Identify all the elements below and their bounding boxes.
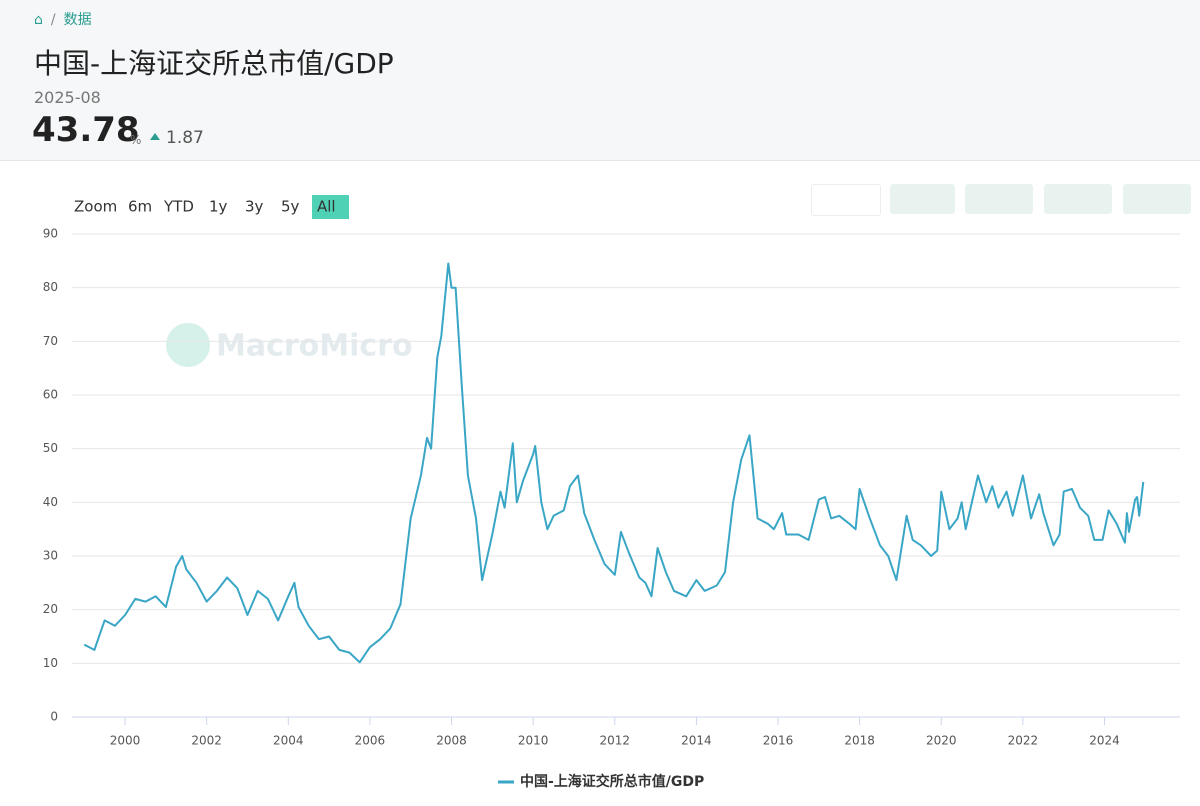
y-tick-label: 60: [43, 388, 58, 402]
home-icon[interactable]: ⌂: [34, 12, 43, 28]
value-unit: %: [130, 133, 142, 147]
x-tick-label: 2006: [355, 734, 386, 748]
chart: MacroMicro Zoom 6m YTD 1y 3y 5y All 0 10 20 30 40 50…: [43, 195, 1180, 790]
expand-button[interactable]: [1123, 184, 1191, 214]
y-tick-label: 20: [43, 602, 58, 616]
range-button[interactable]: 1y: [209, 198, 228, 216]
x-tick-label: 2000: [110, 734, 141, 748]
zoom-label: Zoom: [74, 198, 117, 216]
x-tick-label: 2002: [191, 734, 222, 748]
edit-button[interactable]: [1044, 184, 1112, 214]
x-tick-label: 2014: [681, 734, 712, 748]
header: ⌂ / 数据 中国-上海证交所总市值/GDP 2025-08 43.78 % 1.8…: [0, 0, 1200, 161]
x-tick-label: 2022: [1008, 734, 1039, 748]
y-tick-label: 50: [43, 441, 58, 455]
watermark-logo: [166, 323, 210, 367]
breadcrumb: ⌂ / 数据: [34, 12, 92, 28]
x-tick-label: 2008: [436, 734, 467, 748]
latest-value: 43.78: [32, 110, 140, 150]
x-tick-label: 2004: [273, 734, 304, 748]
x-tick-label: 2016: [763, 734, 794, 748]
watermark: MacroMicro: [216, 329, 413, 364]
x-tick-label: 2024: [1089, 734, 1120, 748]
x-tick-label: 2020: [926, 734, 957, 748]
y-tick-label: 70: [43, 334, 58, 348]
y-tick-label: 10: [43, 656, 58, 670]
range-button[interactable]: YTD: [163, 198, 194, 216]
range-button-bg: [312, 195, 349, 219]
page-title: 中国-上海证交所总市值/GDP: [34, 47, 394, 80]
x-tick-label: 2012: [600, 734, 631, 748]
range-button[interactable]: 3y: [245, 198, 264, 216]
x-tick-label: 2018: [844, 734, 875, 748]
y-tick-label: 40: [43, 495, 58, 509]
legend-label: 中国-上海证交所总市值/GDP: [520, 773, 704, 790]
latest-date: 2025-08: [34, 88, 101, 107]
share-button[interactable]: [811, 184, 881, 216]
y-tick-label: 90: [43, 227, 58, 241]
data-line: [83, 262, 1145, 664]
y-tick-label: 80: [43, 280, 58, 294]
y-tick-label: 30: [43, 549, 58, 563]
x-tick-label: 2010: [518, 734, 549, 748]
range-button[interactable]: 5y: [281, 198, 300, 216]
download-button[interactable]: [965, 184, 1033, 214]
value-change: 1.87: [150, 128, 204, 148]
subscribe-button[interactable]: [890, 184, 955, 214]
y-tick-label: 0: [50, 710, 58, 724]
range-button[interactable]: 6m: [128, 198, 152, 216]
range-button[interactable]: All: [317, 198, 336, 216]
breadcrumb-link[interactable]: 数据: [63, 12, 92, 28]
